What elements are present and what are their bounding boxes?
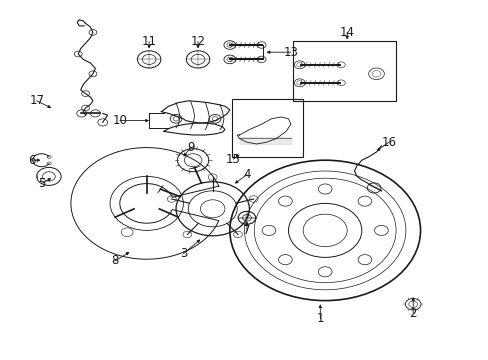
Bar — [293, 41, 395, 101]
Text: 6: 6 — [28, 154, 36, 167]
Text: 2: 2 — [408, 307, 416, 320]
Text: 5: 5 — [38, 177, 45, 190]
Text: 1: 1 — [316, 312, 324, 325]
Text: 7: 7 — [243, 224, 250, 237]
Text: 15: 15 — [225, 153, 240, 166]
Text: 11: 11 — [142, 35, 156, 48]
Text: 8: 8 — [111, 255, 119, 267]
Text: 9: 9 — [186, 141, 194, 154]
Text: 16: 16 — [381, 136, 395, 149]
Text: 13: 13 — [283, 46, 298, 59]
Text: 3: 3 — [179, 247, 187, 260]
Bar — [232, 99, 303, 157]
Text: 14: 14 — [339, 26, 354, 39]
Text: 17: 17 — [29, 94, 44, 107]
Text: 4: 4 — [243, 168, 250, 181]
Text: 12: 12 — [190, 35, 205, 48]
Text: 10: 10 — [112, 114, 127, 127]
